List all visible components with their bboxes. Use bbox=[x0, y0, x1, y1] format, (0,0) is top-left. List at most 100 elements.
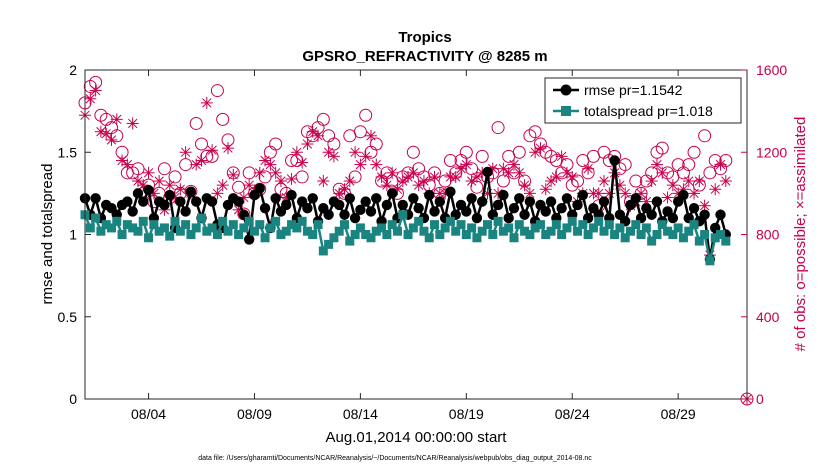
asterisk-stroke bbox=[244, 180, 254, 190]
totalspread-point bbox=[255, 220, 265, 230]
asterisk-stroke bbox=[138, 180, 148, 190]
possible-obs-marker bbox=[512, 145, 526, 159]
assimilated-obs-marker bbox=[645, 175, 658, 188]
assimilated-obs-marker bbox=[714, 158, 727, 171]
assimilated-obs-marker bbox=[126, 117, 139, 130]
y-right-tick-label: 1200 bbox=[756, 144, 787, 160]
totalspread-point bbox=[445, 216, 455, 226]
assimilated-obs-marker bbox=[100, 127, 113, 140]
rmse-point bbox=[371, 193, 382, 204]
assimilated-obs-marker bbox=[253, 166, 266, 179]
asterisk-stroke bbox=[270, 168, 281, 178]
assimilated-obs-marker bbox=[195, 154, 208, 167]
assimilated-obs-marker bbox=[359, 150, 372, 163]
asterisk-stroke bbox=[170, 192, 180, 203]
assimilated-obs-marker bbox=[364, 129, 377, 142]
x-tick-label: 08/29 bbox=[661, 406, 696, 422]
rmse-point bbox=[482, 166, 493, 178]
rmse-point bbox=[434, 196, 446, 207]
chart-title: Tropics bbox=[398, 29, 451, 46]
rmse-point bbox=[355, 204, 366, 216]
asterisk-stroke bbox=[398, 176, 408, 186]
rmse-point bbox=[461, 206, 472, 217]
totalspread-point bbox=[334, 226, 344, 236]
asterisk-stroke bbox=[514, 168, 524, 178]
asterisk-stroke bbox=[255, 168, 265, 178]
asterisk-stroke bbox=[419, 176, 429, 186]
totalspread-point bbox=[583, 230, 593, 239]
totalspread-point bbox=[371, 226, 381, 236]
totalspread-point bbox=[504, 223, 514, 233]
possible-obs-marker bbox=[438, 174, 452, 188]
rmse-point bbox=[572, 199, 583, 211]
totalspread-point bbox=[541, 230, 551, 239]
asterisk-stroke bbox=[382, 180, 392, 190]
left-axis: 0 0.5 1 1.5 2 bbox=[58, 62, 91, 407]
rmse-point bbox=[323, 209, 334, 220]
assimilated-obs-marker bbox=[179, 146, 192, 159]
totalspread-point bbox=[525, 230, 535, 239]
totalspread-point bbox=[276, 230, 286, 239]
assimilated-obs-marker bbox=[502, 166, 515, 179]
rmse-point bbox=[408, 193, 419, 204]
assimilated-obs-marker bbox=[719, 175, 732, 188]
assimilated-obs-marker bbox=[661, 191, 674, 204]
totalspread-point bbox=[154, 226, 164, 236]
assimilated-obs-marker bbox=[227, 168, 240, 181]
asterisk-stroke bbox=[122, 159, 133, 170]
asterisk-stroke bbox=[472, 172, 482, 182]
assimilated-obs-marker bbox=[200, 96, 213, 109]
rmse-point bbox=[365, 206, 377, 217]
possible-obs-marker bbox=[491, 121, 505, 135]
totalspread-point bbox=[716, 230, 726, 239]
asterisk-stroke bbox=[127, 118, 138, 129]
assimilated-obs-marker bbox=[94, 125, 107, 138]
assimilated-obs-marker bbox=[338, 183, 351, 196]
rmse-point bbox=[360, 196, 371, 207]
assimilated-obs-marker bbox=[221, 142, 234, 155]
y-right-tick-label: 0 bbox=[756, 391, 764, 407]
asterisk-stroke bbox=[207, 145, 217, 155]
rmse-point bbox=[206, 196, 218, 207]
asterisk-stroke bbox=[297, 157, 307, 168]
totalspread-point bbox=[302, 226, 312, 236]
rmse-point bbox=[477, 196, 488, 207]
assimilated-obs-marker bbox=[259, 154, 272, 167]
assimilated-obs-marker bbox=[121, 158, 134, 171]
x-tick-label: 08/24 bbox=[555, 406, 590, 422]
y-right-tick-label: 1600 bbox=[756, 62, 787, 78]
asterisk-stroke bbox=[143, 168, 154, 178]
rmse-point bbox=[138, 196, 149, 207]
totalspread-point bbox=[223, 226, 233, 236]
totalspread-point bbox=[345, 236, 355, 246]
asterisk-stroke bbox=[154, 176, 164, 186]
assimilated-obs-marker bbox=[349, 146, 362, 159]
totalspread-point bbox=[472, 233, 482, 243]
asterisk-stroke bbox=[519, 180, 530, 190]
asterisk-stroke bbox=[223, 143, 233, 153]
rmse-point bbox=[651, 196, 663, 207]
possible-obs-marker bbox=[295, 170, 309, 184]
totalspread-point bbox=[451, 226, 461, 236]
asterisk-stroke bbox=[376, 172, 387, 182]
totalspread-point bbox=[170, 216, 180, 226]
asterisk-stroke bbox=[721, 176, 731, 186]
totalspread-point bbox=[625, 226, 635, 236]
x-tick-label: 08/09 bbox=[237, 406, 272, 422]
totalspread-point bbox=[567, 216, 577, 226]
totalspread-point bbox=[514, 220, 524, 230]
totalspread-point bbox=[419, 226, 429, 236]
asterisk-stroke bbox=[583, 164, 593, 174]
rmse-point bbox=[561, 193, 573, 204]
rmse-point bbox=[545, 196, 557, 207]
totalspread-point bbox=[588, 223, 598, 233]
assimilated-obs-marker bbox=[380, 179, 393, 192]
asterisk-stroke bbox=[318, 176, 328, 186]
totalspread-point bbox=[308, 230, 318, 239]
possible-obs-marker bbox=[687, 145, 701, 159]
asterisk-stroke bbox=[556, 151, 567, 162]
possible-obs-marker bbox=[719, 153, 733, 167]
asterisk-stroke bbox=[133, 176, 143, 186]
totalspread-point bbox=[636, 230, 646, 239]
totalspread-point bbox=[91, 213, 101, 223]
